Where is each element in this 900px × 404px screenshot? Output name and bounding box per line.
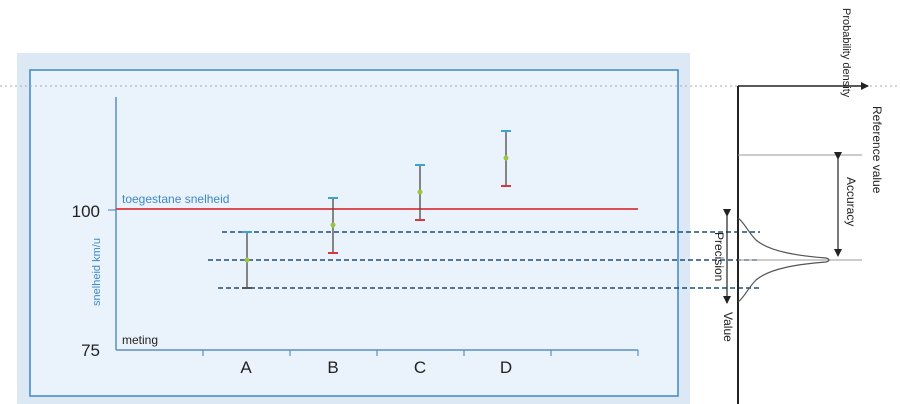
limit-line-label: toegestane snelheid bbox=[122, 192, 229, 206]
baseline-label: meting bbox=[122, 333, 158, 347]
y-tick-label-75: 75 bbox=[81, 341, 100, 360]
y-tick-label-100: 100 bbox=[72, 202, 100, 221]
category-label-D: D bbox=[500, 358, 512, 377]
dashed-lines bbox=[208, 231, 760, 289]
error-bar-D bbox=[501, 130, 511, 187]
x-tick-marks bbox=[202, 350, 639, 356]
y-axis-label: snelheid km/u bbox=[91, 238, 103, 306]
density-curve bbox=[737, 217, 830, 303]
precision-label: Precision bbox=[712, 232, 726, 281]
error-bar-A bbox=[242, 231, 252, 289]
reference-value-label: Reference value bbox=[870, 106, 884, 194]
category-label-A: A bbox=[240, 358, 252, 377]
density-axis-label: Probability density bbox=[840, 8, 852, 98]
value-label: Value bbox=[721, 312, 735, 342]
error-bar-C bbox=[415, 164, 425, 221]
category-label-B: B bbox=[327, 358, 338, 377]
accuracy-label: Accuracy bbox=[844, 177, 858, 226]
category-label-C: C bbox=[414, 358, 426, 377]
error-bar-B bbox=[328, 197, 338, 254]
panel-inner bbox=[29, 69, 679, 397]
